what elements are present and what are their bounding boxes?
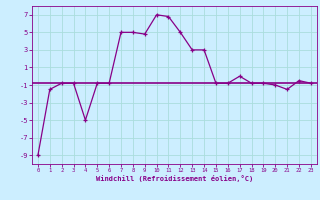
X-axis label: Windchill (Refroidissement éolien,°C): Windchill (Refroidissement éolien,°C) [96, 175, 253, 182]
